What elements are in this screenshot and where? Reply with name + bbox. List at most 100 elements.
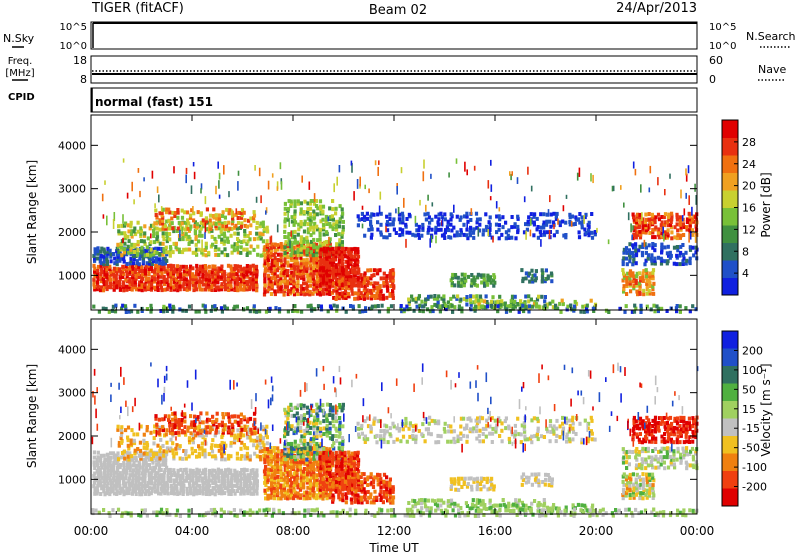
power-cell (322, 264, 326, 269)
power-cell (453, 273, 458, 277)
power-cell (201, 264, 206, 269)
velocity-cell (128, 484, 132, 489)
power-cell (219, 266, 223, 271)
velocity-cell (140, 484, 144, 489)
power-cell (270, 242, 274, 247)
power-cell (266, 229, 270, 234)
power-cell (372, 288, 376, 293)
power-cell (269, 236, 272, 245)
power-cell (538, 229, 542, 234)
power-cell (552, 220, 556, 225)
power-cell (96, 249, 100, 254)
power-cell (541, 270, 545, 275)
velocity-cell (227, 425, 231, 430)
power-cell (361, 223, 364, 229)
power-cell (521, 303, 525, 308)
velocity-cell (181, 489, 186, 494)
power-cell (217, 234, 221, 239)
power-cell (676, 233, 680, 238)
power-cell (366, 290, 371, 295)
freq-label: Freq. (8, 56, 33, 67)
power-cell (664, 220, 668, 225)
velocity-cell (316, 467, 320, 472)
power-cell (273, 242, 277, 247)
velocity-cell (142, 441, 146, 446)
power-cell (165, 277, 169, 282)
velocity-cell (312, 433, 316, 438)
velocity-cell (157, 468, 161, 473)
power-cell (312, 215, 317, 220)
power-cell (269, 250, 273, 255)
power-cell (385, 274, 389, 279)
power-cell (140, 288, 144, 293)
power-cell (657, 217, 662, 222)
velocity-cell (175, 476, 179, 481)
power-cell (126, 244, 130, 249)
power-cell (99, 267, 103, 272)
velocity-cell (289, 493, 294, 498)
velocity-cell (244, 484, 249, 489)
power-cell (351, 306, 355, 311)
power-cell (435, 296, 440, 301)
velocity-cell (143, 491, 148, 496)
power-cell (261, 239, 265, 244)
power-cell (666, 259, 670, 264)
power-cell (642, 269, 646, 274)
velocity-cell (319, 446, 323, 451)
power-cell (681, 262, 685, 266)
power-cell (224, 227, 228, 232)
power-cell (290, 235, 294, 240)
velocity-cell (290, 406, 294, 411)
power-cell (577, 230, 581, 235)
power-cell (423, 212, 427, 217)
power-cell (324, 249, 329, 254)
power-cell (667, 217, 671, 222)
power-cell (353, 252, 357, 257)
power-cell (246, 274, 250, 279)
power-cell (341, 276, 345, 281)
power-cell (237, 210, 241, 215)
power-cell (651, 230, 655, 235)
velocity-cell (163, 481, 167, 486)
nsearch-tick-top: 10^5 (709, 22, 736, 33)
velocity-cell (295, 493, 299, 498)
velocity-cell (95, 478, 99, 483)
power-cell (444, 307, 448, 312)
power-cell (344, 288, 348, 293)
power-cell (322, 225, 326, 230)
power-cell (266, 260, 270, 265)
power-cell (374, 304, 378, 309)
power-cell (328, 206, 332, 211)
power-cell (388, 291, 392, 296)
power-cell (469, 283, 474, 288)
power-cell (221, 226, 225, 231)
velocity-cell (113, 453, 117, 458)
velocity-cell (321, 456, 325, 461)
power-cell (528, 279, 532, 284)
power-cell (348, 278, 352, 283)
velocity-cell (127, 446, 131, 451)
velocity-cell (185, 470, 189, 475)
velocity-cell (258, 441, 262, 446)
power-cell (335, 221, 339, 226)
velocity-cell (324, 466, 328, 471)
power-cell (160, 288, 164, 293)
power-cell (267, 284, 271, 289)
power-cell (414, 296, 418, 301)
power-cell (176, 215, 180, 220)
power-cell (644, 230, 648, 235)
velocity-cell (226, 412, 230, 417)
power-cell (160, 211, 164, 215)
velocity-cell (255, 473, 259, 478)
velocity-cell (153, 465, 157, 470)
power-cell (197, 309, 201, 314)
velocity-cell (135, 470, 139, 475)
velocity-cell (184, 452, 188, 457)
power-cell (337, 224, 341, 229)
velocity-cell (239, 456, 243, 461)
power-cell (401, 214, 405, 219)
velocity-cell (315, 408, 319, 413)
power-cell (293, 255, 297, 260)
power-cell (283, 245, 287, 250)
